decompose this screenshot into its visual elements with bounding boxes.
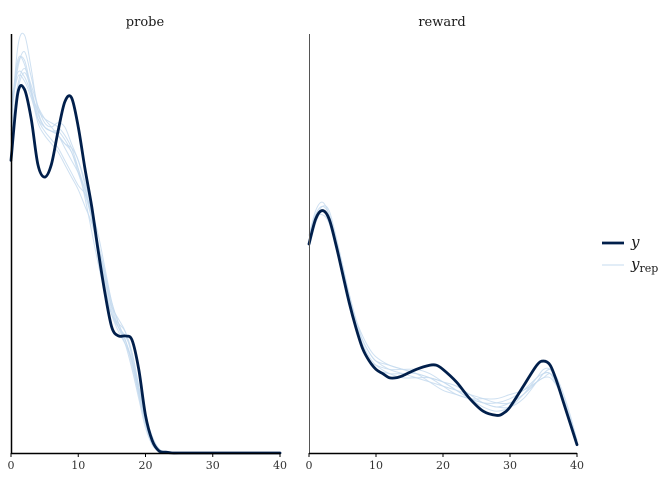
yrep-line-reward-5 bbox=[308, 209, 578, 441]
yrep-lines-reward bbox=[308, 201, 578, 445]
x-tick-label-probe-20: 20 bbox=[139, 459, 153, 472]
yrep-line-reward-1 bbox=[308, 205, 578, 441]
legend-label-y-rep: yrep bbox=[630, 255, 658, 275]
x-tick-label-reward-40: 40 bbox=[570, 459, 584, 472]
panel-title-probe: probe bbox=[126, 15, 165, 30]
x-tick-label-reward-20: 20 bbox=[436, 459, 450, 472]
x-tick-label-probe-30: 30 bbox=[206, 459, 220, 472]
x-tick-label-reward-0: 0 bbox=[306, 459, 313, 472]
legend-label-y-rep-sub: rep bbox=[639, 262, 658, 275]
legend-label-y: y bbox=[630, 233, 640, 251]
panel-reward: reward 0 10 20 30 40 bbox=[306, 15, 585, 472]
x-tick-label-probe-40: 40 bbox=[273, 459, 287, 472]
panel-probe: probe 0 10 20 30 40 bbox=[8, 15, 288, 472]
x-ticks-probe: 0 10 20 30 40 bbox=[8, 453, 287, 472]
yrep-line-reward-2 bbox=[308, 201, 578, 441]
yrep-line-probe-8 bbox=[10, 72, 280, 454]
yrep-line-probe-6 bbox=[10, 70, 280, 454]
x-tick-label-probe-10: 10 bbox=[71, 459, 85, 472]
legend-label-y-rep-base: y bbox=[630, 255, 640, 273]
yrep-line-probe-5 bbox=[10, 56, 280, 454]
yrep-line-reward-4 bbox=[308, 213, 578, 445]
yrep-line-reward-6 bbox=[308, 205, 578, 441]
yrep-line-probe-1 bbox=[10, 32, 280, 454]
x-tick-label-reward-10: 10 bbox=[369, 459, 383, 472]
legend: y yrep bbox=[602, 233, 658, 275]
x-tick-label-probe-0: 0 bbox=[8, 459, 15, 472]
x-ticks-reward: 0 10 20 30 40 bbox=[306, 453, 584, 472]
y-line-probe bbox=[9, 84, 282, 455]
yrep-line-probe-2 bbox=[10, 51, 280, 454]
yrep-lines-probe bbox=[10, 32, 280, 454]
y-line-probe bbox=[9, 84, 282, 455]
yrep-line-probe-4 bbox=[10, 67, 280, 454]
y-line-reward bbox=[307, 209, 579, 447]
y-line-reward bbox=[307, 209, 579, 447]
x-tick-label-reward-30: 30 bbox=[503, 459, 517, 472]
yrep-line-probe-7 bbox=[10, 55, 280, 454]
panel-title-reward: reward bbox=[418, 15, 465, 30]
yrep-line-reward-3 bbox=[308, 210, 578, 441]
